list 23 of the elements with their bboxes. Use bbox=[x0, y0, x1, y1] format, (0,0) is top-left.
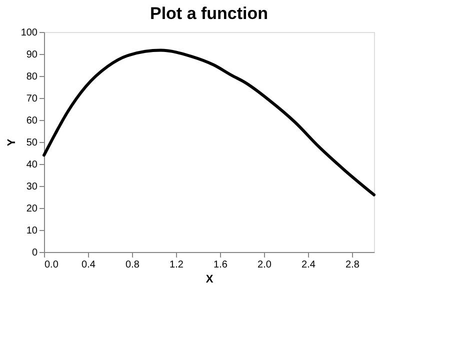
y-tick-label: 40 bbox=[26, 160, 38, 170]
y-tick-label: 70 bbox=[26, 94, 38, 104]
y-tick-label: 0 bbox=[32, 248, 38, 258]
y-tick-label: 90 bbox=[26, 50, 38, 60]
x-tick-label: 0.4 bbox=[82, 260, 96, 270]
y-tick-label: 30 bbox=[26, 182, 38, 192]
y-tick-label: 50 bbox=[26, 138, 38, 148]
line-series bbox=[42, 48, 376, 196]
y-axis-title: Y bbox=[6, 138, 18, 146]
y-tick-label: 60 bbox=[26, 116, 38, 126]
y-tick-label: 20 bbox=[26, 204, 38, 214]
x-tick-label: 1.6 bbox=[214, 260, 228, 270]
chart-title: Plot a function bbox=[150, 4, 268, 23]
x-tick-label: 1.2 bbox=[170, 260, 184, 270]
x-tick-label: 0.0 bbox=[44, 260, 59, 270]
x-axis-title: X bbox=[206, 274, 214, 286]
x-tick-label: 0.8 bbox=[126, 260, 140, 270]
y-tick-label: 100 bbox=[20, 28, 38, 38]
y-tick-label: 10 bbox=[26, 226, 38, 236]
y-tick-label: 80 bbox=[26, 72, 38, 82]
x-tick-label: 2.4 bbox=[302, 260, 316, 270]
x-tick-label: 2.0 bbox=[258, 260, 272, 270]
x-tick-label: 2.8 bbox=[346, 260, 360, 270]
